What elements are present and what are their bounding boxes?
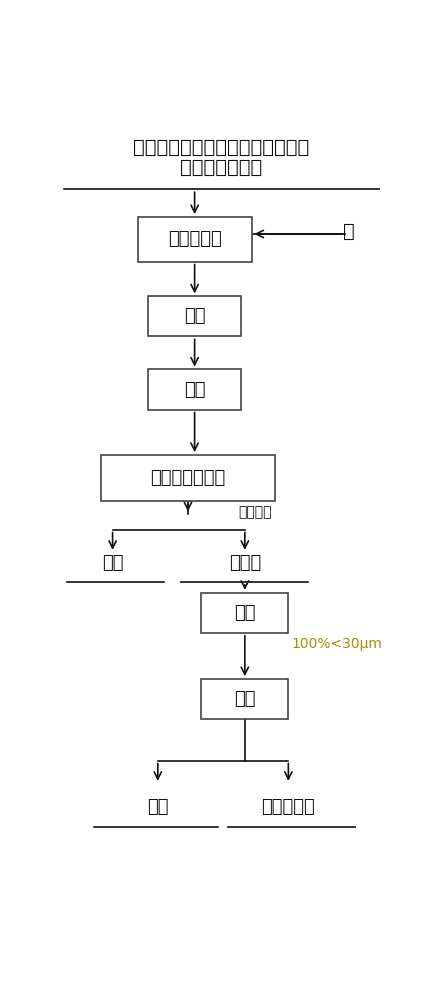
Bar (101, 455, 275, 501)
Bar (201, 593, 289, 633)
Text: 100%<30μm: 100%<30μm (292, 637, 383, 651)
Text: 富铌渣: 富铌渣 (229, 554, 261, 572)
Text: 含钛铌铁精矿、还原剂、石灰石、: 含钛铌铁精矿、还原剂、石灰石、 (133, 137, 309, 156)
Text: 干燥: 干燥 (184, 380, 205, 398)
Bar (201, 679, 289, 719)
Text: 缓冷结晶: 缓冷结晶 (238, 506, 272, 520)
Text: 配料、混匀: 配料、混匀 (168, 230, 222, 248)
Text: 富铌渣精矿: 富铌渣精矿 (261, 798, 315, 816)
Text: 添加剂、粘结剂: 添加剂、粘结剂 (180, 158, 263, 177)
Bar (148, 296, 241, 336)
Text: 珠铁: 珠铁 (102, 554, 124, 572)
Bar (138, 217, 251, 262)
Bar (148, 369, 241, 410)
Text: 转底炉还原熔分: 转底炉还原熔分 (150, 469, 226, 487)
Text: 磨矿: 磨矿 (234, 604, 256, 622)
Text: 尾矿: 尾矿 (147, 798, 168, 816)
Text: 浮选: 浮选 (234, 690, 256, 708)
Text: 水: 水 (343, 222, 355, 241)
Text: 造球: 造球 (184, 307, 205, 325)
